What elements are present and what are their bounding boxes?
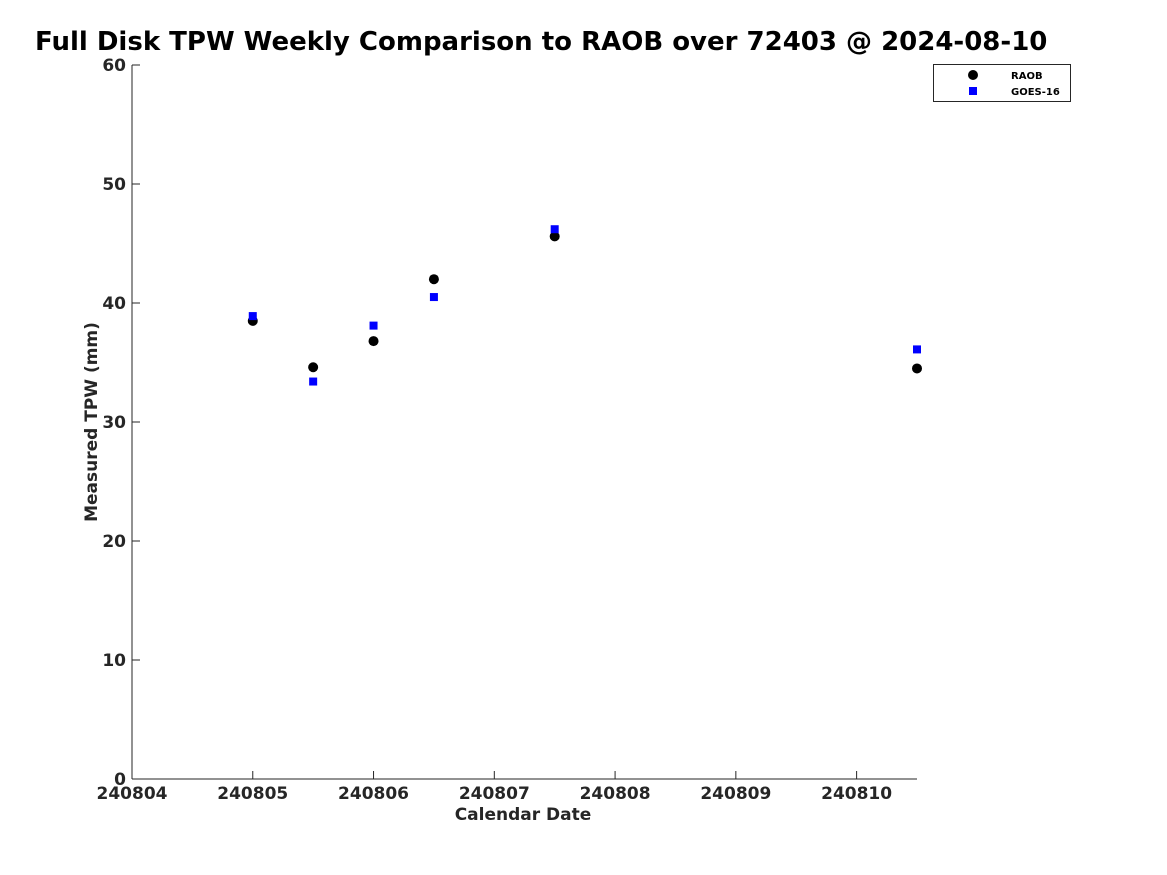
goes-16-point <box>550 225 559 234</box>
legend-label-goes-16: GOES-16 <box>1011 87 1060 98</box>
axes <box>131 65 917 780</box>
raob-point <box>308 362 319 373</box>
x-tick-label: 240807 <box>459 784 530 804</box>
legend-marker-goes-16 <box>969 87 977 95</box>
y-tick-label: 20 <box>102 532 126 552</box>
legend-label-raob: RAOB <box>1011 71 1043 82</box>
legend: RAOB GOES-16 <box>933 64 1071 102</box>
legend-box <box>933 64 1071 102</box>
goes-16-point <box>309 377 318 386</box>
y-axis-label: Measured TPW (mm) <box>82 322 102 522</box>
x-axis-label: Calendar Date <box>455 805 592 825</box>
x-tick-label: 240806 <box>338 784 409 804</box>
chart-title: Full Disk TPW Weekly Comparison to RAOB … <box>35 27 1048 57</box>
raob-point <box>912 363 922 374</box>
x-tick-label: 240804 <box>97 784 168 804</box>
legend-marker-raob <box>968 70 978 80</box>
x-tick-label: 240810 <box>821 784 892 804</box>
x-tick-label: 240805 <box>217 784 288 804</box>
y-tick-label: 10 <box>102 651 126 671</box>
x-tick-label: 240808 <box>580 784 651 804</box>
raob-point <box>549 231 560 242</box>
x-tick-label: 240809 <box>700 784 771 804</box>
goes-16-point <box>369 321 378 330</box>
y-tick-label: 30 <box>102 413 126 433</box>
goes-16-point <box>913 345 921 354</box>
raob-point <box>368 336 379 347</box>
goes-16-point <box>429 293 438 302</box>
ticks: 0 10 20 30 40 50 60 240804 240805 240806 240807 240… <box>97 56 893 804</box>
y-tick-label: 50 <box>102 175 126 195</box>
goes-16-point <box>248 312 257 321</box>
raob-point <box>428 274 439 285</box>
y-tick-label: 0 <box>114 770 126 790</box>
data-marks <box>247 225 922 386</box>
y-tick-label: 40 <box>102 294 126 314</box>
y-tick-label: 60 <box>102 56 126 76</box>
